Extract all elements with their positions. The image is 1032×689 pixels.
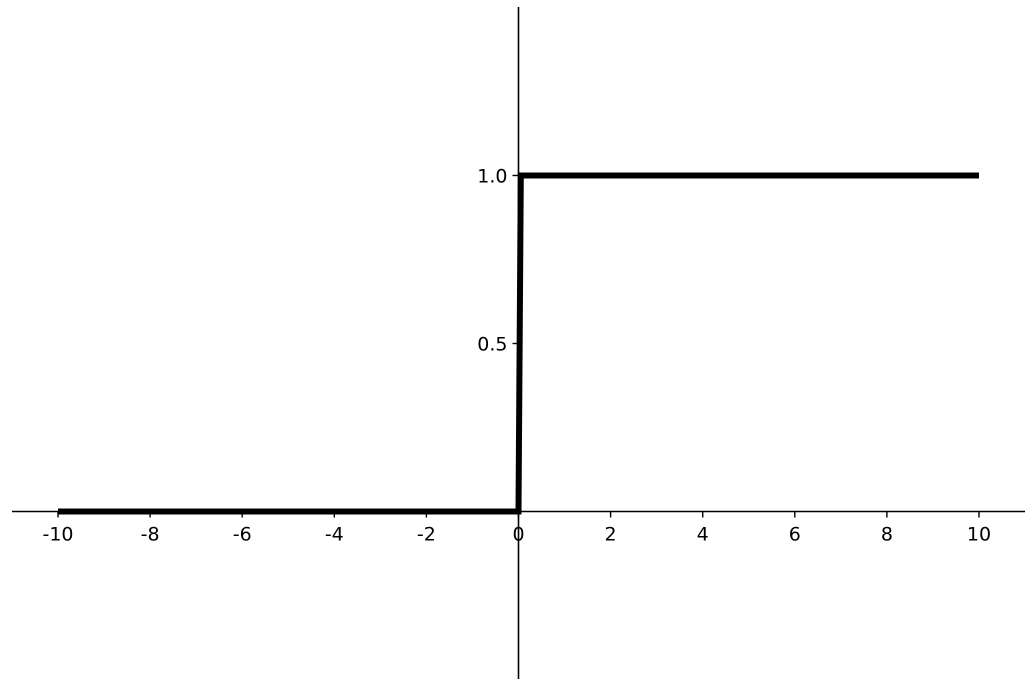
x-tick-label: 6 (789, 524, 801, 546)
x-tick-label: -8 (141, 524, 160, 546)
x-tick-label: -2 (417, 524, 436, 546)
x-tick-label: 10 (967, 524, 991, 546)
series (58, 172, 979, 515)
x-tick-label: 4 (697, 524, 709, 546)
x-tick-label: -6 (233, 524, 252, 546)
step-function-line (58, 172, 979, 515)
y-tick-label: 1.0 (477, 166, 507, 188)
tick-labels: -10 -8 -6 -4 -2 0 2 4 6 8 10 0.5 1.0 (42, 166, 991, 546)
x-tick-label: -4 (325, 524, 344, 546)
x-tick-label: 8 (881, 524, 893, 546)
y-tick-label: 0.5 (477, 334, 507, 356)
x-tick-label: -10 (42, 524, 73, 546)
x-tick-label: 0 (512, 524, 524, 546)
x-tick-label: 2 (605, 524, 617, 546)
